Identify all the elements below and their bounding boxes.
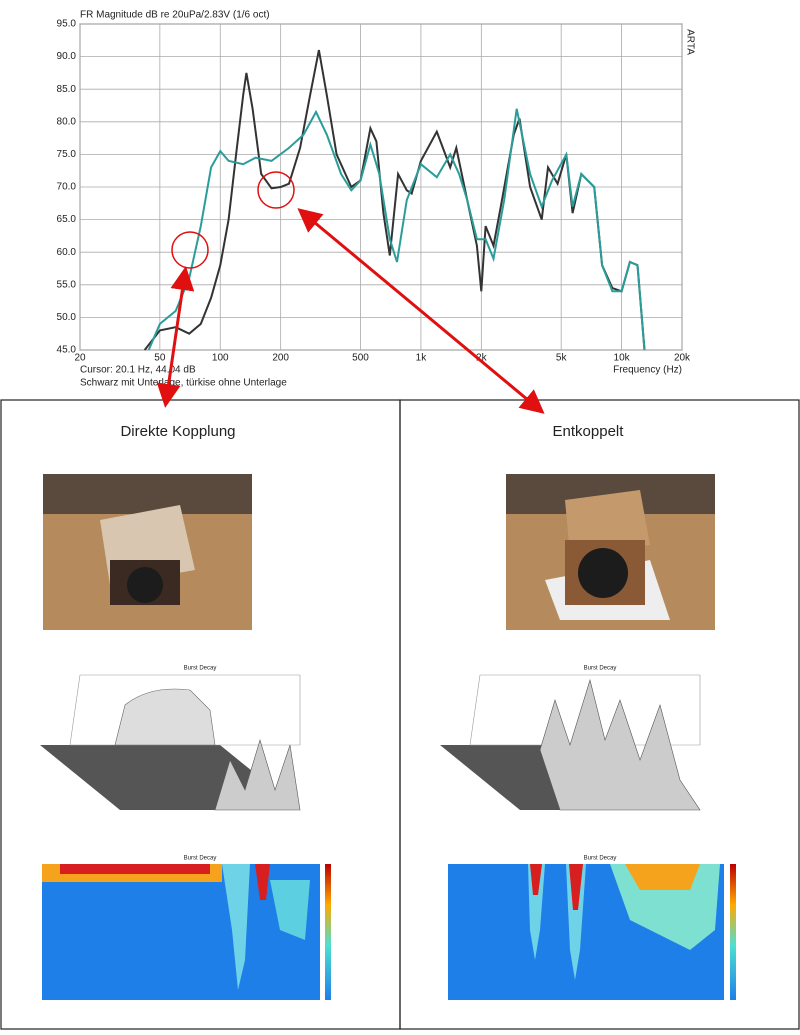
series-line xyxy=(143,49,646,351)
plot-title: Burst Decay xyxy=(184,856,217,862)
annotations xyxy=(156,171,545,414)
y-tick-label: 95.0 xyxy=(57,19,77,30)
y-tick-label: 70.0 xyxy=(57,182,77,193)
y-tick-label: 50.0 xyxy=(57,312,77,323)
y-tick-label: 80.0 xyxy=(57,116,77,127)
y-tick-label: 75.0 xyxy=(57,149,77,160)
note: Schwarz mit Unterlage, türkise ohne Unte… xyxy=(80,378,287,389)
chart-title: FR Magnitude dB re 20uPa/2.83V (1/6 oct) xyxy=(80,10,270,21)
x-tick-label: 20k xyxy=(674,353,691,364)
y-tick-label: 85.0 xyxy=(57,84,77,95)
x-axis-label: Frequency (Hz) xyxy=(613,365,682,376)
spectrogram-plot: Burst Decay xyxy=(448,856,736,1000)
panel-frame xyxy=(399,399,800,1030)
y-tick-label: 90.0 xyxy=(57,51,77,62)
y-tick-label: 65.0 xyxy=(57,214,77,225)
panel-title: Entkoppelt xyxy=(553,423,625,440)
cursor-text: Cursor: 20.1 Hz, 44.04 dB xyxy=(80,365,196,376)
plot-title: Burst Decay xyxy=(584,666,617,672)
x-tick-label: 5k xyxy=(556,353,568,364)
plot-title: Burst Decay xyxy=(184,666,217,672)
x-tick-label: 10k xyxy=(614,353,631,364)
x-tick-label: 200 xyxy=(272,353,289,364)
photo xyxy=(43,474,252,630)
series-line xyxy=(147,108,646,351)
side-label: ARTA xyxy=(684,29,695,55)
x-tick-label: 1k xyxy=(416,353,428,364)
photo xyxy=(506,474,715,630)
x-tick-label: 20 xyxy=(74,353,86,364)
y-tick-label: 45.0 xyxy=(57,345,77,356)
waterfall-plot: Burst Decay xyxy=(440,666,701,811)
panel-title: Direkte Kopplung xyxy=(120,423,235,440)
y-tick-label: 55.0 xyxy=(57,279,77,290)
x-tick-label: 100 xyxy=(212,353,229,364)
plot-title: Burst Decay xyxy=(584,856,617,862)
spectrogram-plot: Burst Decay xyxy=(42,856,331,1000)
x-tick-label: 50 xyxy=(154,353,166,364)
y-tick-label: 60.0 xyxy=(57,247,77,258)
x-tick-label: 500 xyxy=(352,353,369,364)
waterfall-plot: Burst Decay xyxy=(40,666,301,811)
